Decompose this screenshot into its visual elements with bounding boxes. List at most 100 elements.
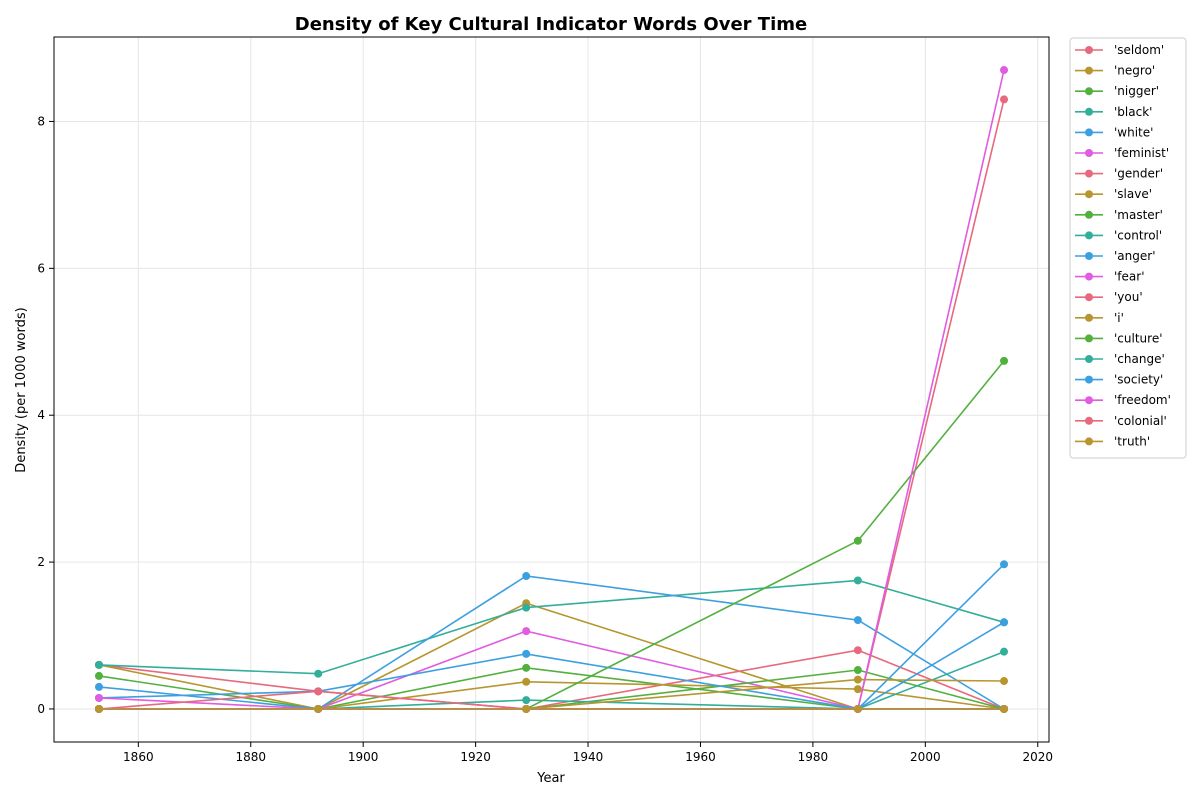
legend-item: 'i' — [1075, 311, 1124, 325]
y-tick-label: 4 — [37, 408, 45, 422]
legend-label: 'freedom' — [1114, 393, 1171, 407]
legend-swatch-marker — [1085, 231, 1093, 240]
legend-item: 'truth' — [1075, 434, 1150, 448]
x-tick-label: 1900 — [348, 750, 379, 764]
x-tick-label: 1960 — [685, 750, 716, 764]
legend-label: 'truth' — [1114, 434, 1150, 448]
data-point — [94, 693, 103, 702]
series-lines — [94, 66, 1009, 713]
data-point — [1000, 560, 1009, 569]
data-point — [94, 671, 103, 680]
x-tick-label: 1940 — [573, 750, 604, 764]
legend-swatch-marker — [1085, 66, 1093, 75]
plot-frame — [53, 36, 1050, 743]
legend-swatch-marker — [1085, 313, 1093, 322]
legend-label: 'change' — [1114, 352, 1165, 366]
data-point — [522, 704, 531, 713]
x-tick-label: 2000 — [910, 750, 941, 764]
legend-item: 'you' — [1075, 290, 1143, 304]
legend-label: 'culture' — [1114, 331, 1163, 345]
legend-label: 'black' — [1114, 105, 1152, 119]
legend-swatch-marker — [1085, 416, 1093, 425]
data-point — [1000, 618, 1009, 627]
data-point — [1000, 356, 1009, 365]
data-point — [314, 704, 323, 713]
data-point — [1000, 647, 1009, 656]
legend-item: 'colonial' — [1075, 414, 1167, 428]
legend-swatch-marker — [1085, 190, 1093, 199]
legend-swatch-marker — [1085, 169, 1093, 178]
data-point — [522, 627, 531, 636]
legend-label: 'gender' — [1114, 167, 1163, 181]
x-tick-label: 2020 — [1022, 750, 1053, 764]
y-tick-label: 8 — [37, 114, 45, 128]
data-point — [522, 603, 531, 612]
legend-swatch-marker — [1085, 375, 1093, 384]
legend-item: 'anger' — [1075, 249, 1156, 263]
y-tick-label: 6 — [37, 261, 45, 275]
legend-label: 'you' — [1114, 290, 1143, 304]
legend-item: 'negro' — [1075, 64, 1155, 78]
legend-swatch-marker — [1085, 334, 1093, 343]
legend-label: 'slave' — [1114, 187, 1152, 201]
legend-swatch-marker — [1085, 396, 1093, 405]
legend-label: 'anger' — [1114, 249, 1156, 263]
y-tick-label: 0 — [37, 702, 45, 716]
grid-lines — [54, 37, 1049, 742]
data-point — [1000, 95, 1009, 104]
legend-label: 'seldom' — [1114, 43, 1164, 57]
data-point — [314, 669, 323, 678]
data-point — [94, 660, 103, 669]
data-point — [1000, 704, 1009, 713]
data-point — [522, 696, 531, 705]
data-point — [853, 536, 862, 545]
legend: 'seldom' 'negro' 'nigger' 'black' 'white' 'fe… — [1069, 37, 1187, 459]
data-point — [94, 682, 103, 691]
data-point — [94, 704, 103, 713]
data-point — [1000, 677, 1009, 686]
legend-swatch-marker — [1085, 252, 1093, 260]
legend-swatch-marker — [1085, 355, 1093, 363]
legend-item: 'control' — [1075, 228, 1162, 242]
data-point — [853, 576, 862, 585]
legend-item: 'culture' — [1075, 331, 1163, 345]
legend-label: 'fear' — [1114, 270, 1145, 284]
legend-item: 'change' — [1075, 352, 1165, 366]
legend-item: 'slave' — [1075, 187, 1152, 201]
legend-item: 'black' — [1075, 105, 1152, 119]
legend-item: 'feminist' — [1075, 146, 1169, 160]
legend-label: 'control' — [1114, 228, 1162, 242]
legend-item: 'nigger' — [1075, 84, 1159, 98]
data-point — [853, 675, 862, 684]
legend-label: 'colonial' — [1114, 414, 1167, 428]
legend-frame — [1069, 37, 1187, 459]
legend-item: 'fear' — [1075, 270, 1145, 284]
legend-label: 'negro' — [1114, 64, 1155, 78]
legend-swatch-marker — [1085, 437, 1093, 446]
legend-label: 'feminist' — [1114, 146, 1169, 160]
chart-title: Density of Key Cultural Indicator Words … — [295, 14, 807, 35]
y-axis-label: Density (per 1000 words) — [14, 307, 29, 472]
data-point — [853, 704, 862, 713]
legend-swatch-marker — [1085, 272, 1093, 281]
data-point — [853, 616, 862, 625]
legend-swatch-marker — [1085, 210, 1093, 219]
legend-label: 'nigger' — [1114, 84, 1159, 98]
legend-swatch-marker — [1085, 293, 1093, 302]
x-axis-label: Year — [536, 771, 565, 786]
data-point — [522, 649, 531, 658]
legend-item: 'master' — [1075, 208, 1163, 222]
legend-swatch-marker — [1085, 128, 1093, 137]
legend-swatch-marker — [1085, 46, 1093, 54]
legend-item: 'white' — [1075, 125, 1153, 139]
legend-swatch-marker — [1085, 149, 1093, 157]
x-tick-label: 1980 — [798, 750, 829, 764]
legend-item: 'freedom' — [1075, 393, 1171, 407]
legend-label: 'white' — [1114, 125, 1153, 139]
data-point — [1000, 66, 1009, 75]
data-point — [314, 687, 323, 696]
legend-item: 'gender' — [1075, 167, 1163, 181]
x-tick-label: 1880 — [235, 750, 266, 764]
